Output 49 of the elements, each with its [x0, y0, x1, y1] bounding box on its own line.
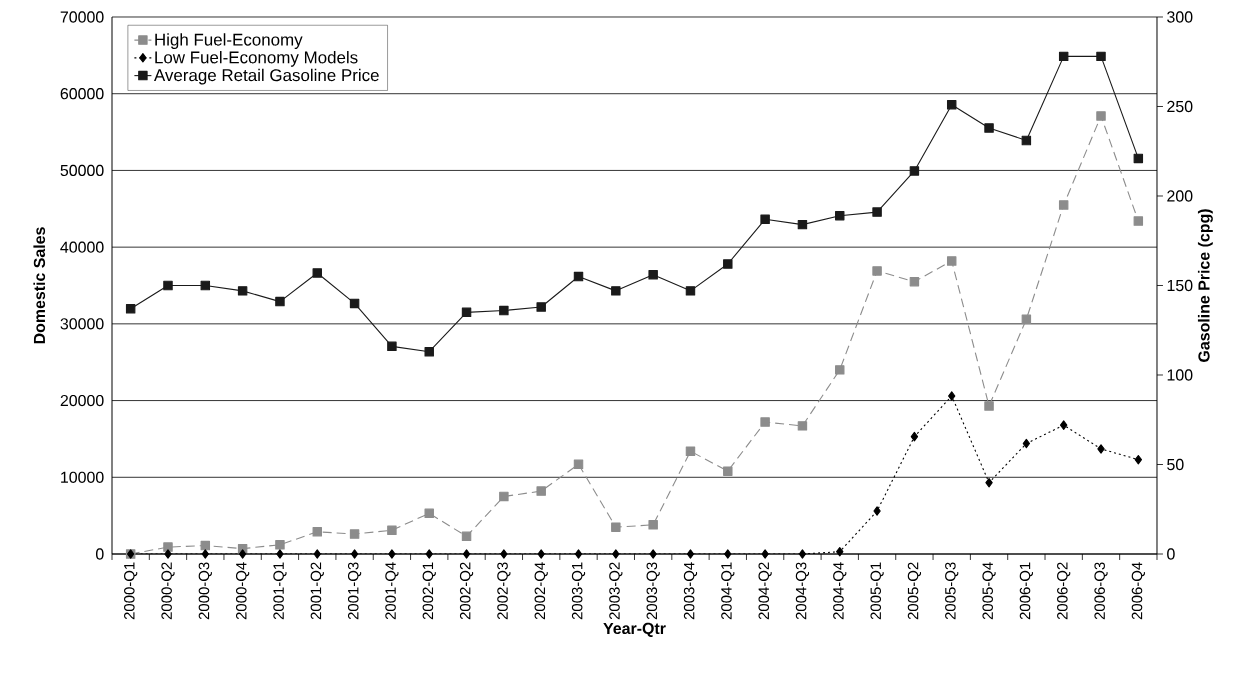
x-tick-label: 2001-Q2	[310, 562, 324, 620]
y2-tick-label: 0	[1167, 548, 1175, 560]
x-tick-label: 2005-Q3	[945, 562, 959, 620]
x-tick-label: 2002-Q2	[459, 562, 474, 620]
x-tick-label: 2001-Q4	[385, 562, 399, 620]
x-tick-label: 2005-Q4	[982, 562, 996, 620]
y2-tick-label: 150	[1167, 279, 1193, 292]
x-tick-label: 2004-Q3	[795, 562, 810, 620]
y2-tick-label: 100	[1167, 369, 1193, 381]
legend-label: Low Fuel-Economy Models	[155, 50, 358, 67]
x-tick-label: 2006-Q2	[1057, 562, 1071, 620]
x-tick-label: 2003-Q3	[646, 562, 660, 620]
y-tick-label: 50000	[60, 164, 104, 177]
legend-label: Average Retail Gasoline Price	[153, 68, 379, 85]
y-tick-label: 60000	[60, 88, 104, 100]
x-tick-label: 2005-Q2	[907, 562, 922, 620]
x-tick-label: 2006-Q3	[1094, 562, 1108, 620]
x-tick-label: 2005-Q1	[870, 562, 884, 620]
y-tick-label: 30000	[60, 318, 104, 330]
x-tick-label: 2000-Q1	[124, 562, 138, 620]
x-tick-label: 2004-Q2	[758, 562, 772, 620]
legend-label: High Fuel-Economy	[155, 33, 303, 50]
y2-tick-label: 300	[1167, 11, 1193, 23]
y-tick-label: 40000	[60, 241, 104, 253]
x-tick-label: 2003-Q1	[571, 562, 586, 620]
x-tick-label: 2006-Q4	[1131, 562, 1145, 620]
y-tick-label: 20000	[60, 394, 104, 407]
x-tick-label: 2001-Q1	[273, 562, 287, 620]
x-tick-label: 2001-Q3	[347, 562, 362, 620]
x-tick-label: 2002-Q3	[497, 562, 511, 620]
x-tick-label: 2002-Q4	[534, 562, 548, 620]
y-tick-label: 70000	[60, 11, 104, 23]
x-tick-label: 2000-Q2	[161, 562, 175, 620]
y2-tick-label: 50	[1167, 458, 1184, 471]
x-tick-label: 2003-Q2	[609, 562, 623, 620]
x-tick-label: 2000-Q3	[198, 562, 212, 620]
x-tick-label: 2006-Q1	[1019, 562, 1033, 620]
x-tick-label: 2003-Q4	[683, 562, 698, 620]
y2-tick-label: 200	[1167, 190, 1193, 202]
x-tick-label: 2004-Q1	[721, 562, 735, 620]
x-tick-label: 2004-Q4	[833, 562, 847, 620]
y2-axis-title: Gasoline Price (cpg)	[1197, 209, 1213, 362]
y-tick-label: 0	[95, 548, 104, 560]
x-axis-title: Year-Qtr	[603, 622, 666, 638]
x-tick-label: 2002-Q1	[422, 562, 436, 620]
y-tick-label: 10000	[61, 471, 104, 483]
x-tick-label: 2000-Q4	[235, 562, 250, 620]
y-axis-title: Domestic Sales	[33, 227, 46, 344]
y2-tick-label: 250	[1167, 100, 1193, 113]
